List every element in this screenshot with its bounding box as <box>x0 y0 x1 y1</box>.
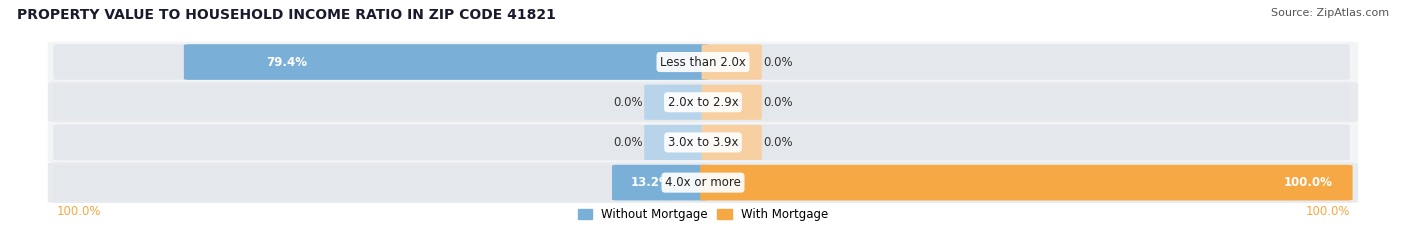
Text: 79.4%: 79.4% <box>267 55 308 69</box>
FancyBboxPatch shape <box>53 84 706 120</box>
Text: 0.0%: 0.0% <box>613 96 643 109</box>
Text: 0.0%: 0.0% <box>763 136 793 149</box>
Text: 0.0%: 0.0% <box>763 55 793 69</box>
Text: 4.0x or more: 4.0x or more <box>665 176 741 189</box>
Text: Less than 2.0x: Less than 2.0x <box>659 55 747 69</box>
FancyBboxPatch shape <box>53 165 706 200</box>
FancyBboxPatch shape <box>612 165 709 200</box>
FancyBboxPatch shape <box>48 162 1358 203</box>
Legend: Without Mortgage, With Mortgage: Without Mortgage, With Mortgage <box>574 203 832 226</box>
FancyBboxPatch shape <box>48 122 1358 163</box>
FancyBboxPatch shape <box>700 125 1350 160</box>
FancyBboxPatch shape <box>48 42 1358 82</box>
Text: 0.0%: 0.0% <box>613 136 643 149</box>
FancyBboxPatch shape <box>644 85 704 120</box>
FancyBboxPatch shape <box>700 165 1350 200</box>
FancyBboxPatch shape <box>702 85 762 120</box>
Text: 100.0%: 100.0% <box>1284 176 1333 189</box>
FancyBboxPatch shape <box>702 125 762 160</box>
FancyBboxPatch shape <box>700 165 1353 200</box>
Text: 100.0%: 100.0% <box>56 205 101 218</box>
FancyBboxPatch shape <box>184 44 709 80</box>
Text: 100.0%: 100.0% <box>1305 205 1350 218</box>
Text: 3.0x to 3.9x: 3.0x to 3.9x <box>668 136 738 149</box>
Text: 2.0x to 2.9x: 2.0x to 2.9x <box>668 96 738 109</box>
FancyBboxPatch shape <box>700 84 1350 120</box>
FancyBboxPatch shape <box>644 125 704 160</box>
Text: Source: ZipAtlas.com: Source: ZipAtlas.com <box>1271 8 1389 18</box>
FancyBboxPatch shape <box>48 82 1358 123</box>
FancyBboxPatch shape <box>700 44 1350 80</box>
FancyBboxPatch shape <box>53 125 706 160</box>
Text: 0.0%: 0.0% <box>763 96 793 109</box>
Text: 13.2%: 13.2% <box>630 176 671 189</box>
Text: PROPERTY VALUE TO HOUSEHOLD INCOME RATIO IN ZIP CODE 41821: PROPERTY VALUE TO HOUSEHOLD INCOME RATIO… <box>17 8 555 22</box>
FancyBboxPatch shape <box>53 44 706 80</box>
FancyBboxPatch shape <box>702 45 762 80</box>
